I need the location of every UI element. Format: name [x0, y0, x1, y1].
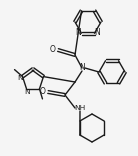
Text: N: N	[79, 63, 85, 73]
Text: N: N	[25, 89, 30, 95]
Text: N: N	[18, 75, 23, 81]
Text: N: N	[95, 28, 100, 37]
Text: N: N	[76, 28, 81, 37]
Text: O: O	[50, 46, 56, 54]
Text: O: O	[40, 88, 46, 97]
Text: NH: NH	[74, 105, 86, 111]
